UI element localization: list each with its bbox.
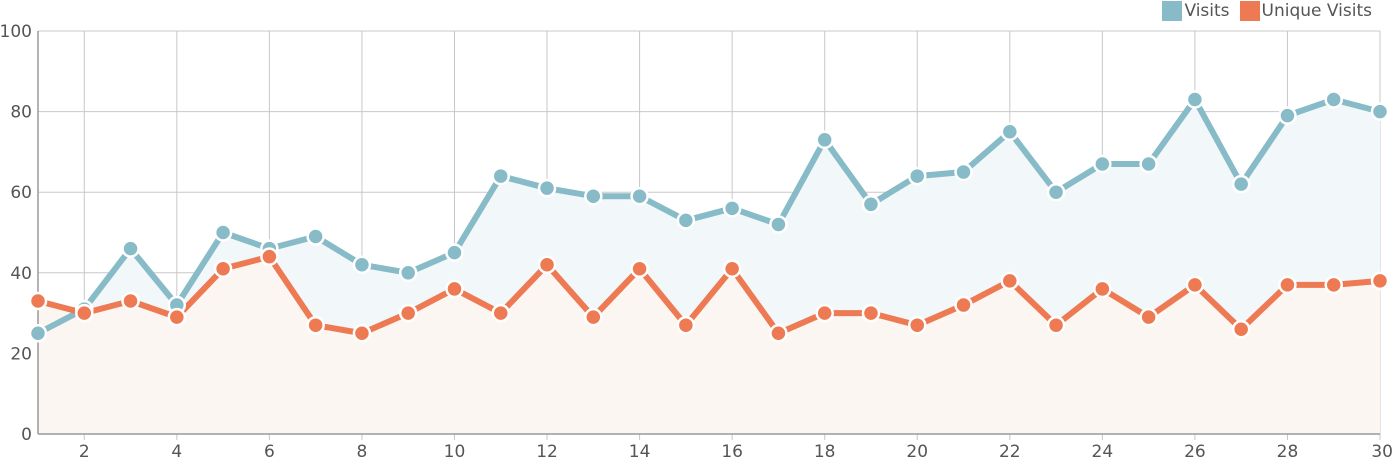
axes	[37, 31, 1380, 435]
x-tick-label: 14	[629, 442, 651, 462]
data-point-series-1[interactable]	[445, 279, 464, 299]
data-point-series-1[interactable]	[1093, 279, 1112, 299]
data-point-series-1[interactable]	[630, 259, 649, 279]
x-tick-label: 8	[357, 442, 368, 462]
data-point-series-0[interactable]	[861, 195, 881, 214]
x-tick-label: 10	[444, 442, 466, 462]
x-tick-label: 28	[1277, 442, 1299, 462]
legend-swatch-visits	[1162, 1, 1183, 21]
data-point-series-1[interactable]	[1000, 271, 1020, 291]
data-point-series-1[interactable]	[491, 303, 511, 323]
data-point-series-1[interactable]	[676, 315, 696, 335]
data-point-series-0[interactable]	[954, 162, 973, 182]
data-point-series-0[interactable]	[1231, 174, 1251, 194]
data-point-series-1[interactable]	[1324, 275, 1343, 295]
data-point-series-0[interactable]	[584, 186, 603, 206]
y-tick-label: 40	[10, 264, 32, 284]
x-tick-label: 20	[906, 442, 928, 462]
data-point-series-1[interactable]	[584, 307, 603, 327]
data-point-series-1[interactable]	[1370, 271, 1390, 291]
data-point-series-0[interactable]	[1324, 90, 1343, 109]
data-point-series-0[interactable]	[1093, 154, 1112, 174]
series-area-1	[38, 256, 1380, 434]
data-point-series-0[interactable]	[306, 227, 325, 246]
y-tick-label: 60	[10, 183, 32, 203]
data-point-series-0[interactable]	[769, 215, 788, 234]
data-point-series-0[interactable]	[676, 211, 696, 230]
y-tick-label: 80	[10, 103, 32, 123]
x-tick-label: 30	[1371, 442, 1393, 462]
legend: Visits Unique Visits	[1162, 0, 1372, 22]
data-point-series-1[interactable]	[954, 295, 973, 315]
y-tick-label: 20	[10, 344, 32, 364]
data-point-series-0[interactable]	[815, 130, 834, 150]
data-point-series-0[interactable]	[1185, 90, 1205, 109]
x-tick-label: 18	[814, 442, 836, 462]
x-tick-label: 6	[264, 442, 275, 462]
data-point-series-1[interactable]	[260, 247, 279, 266]
data-point-series-0[interactable]	[445, 243, 464, 262]
x-tick-label: 12	[536, 442, 558, 462]
data-point-series-1[interactable]	[537, 255, 557, 274]
x-tick-label: 16	[721, 442, 743, 462]
data-point-series-0[interactable]	[907, 166, 927, 186]
data-point-series-1[interactable]	[213, 259, 233, 279]
y-tick-label: 0	[21, 425, 32, 445]
data-point-series-1[interactable]	[907, 315, 927, 335]
data-point-series-1[interactable]	[1185, 275, 1205, 295]
data-points	[28, 90, 1390, 343]
x-tick-label: 26	[1184, 442, 1206, 462]
data-point-series-1[interactable]	[722, 259, 742, 279]
legend-label-unique-visits: Unique Visits	[1261, 1, 1372, 21]
data-point-series-1[interactable]	[815, 303, 834, 323]
data-point-series-1[interactable]	[75, 303, 94, 323]
x-tick-label: 22	[999, 442, 1021, 462]
data-point-series-1[interactable]	[1046, 315, 1066, 335]
x-tick-label: 4	[171, 442, 182, 462]
data-point-series-1[interactable]	[769, 324, 788, 343]
area-fills	[38, 99, 1380, 434]
y-tick-label: 100	[0, 22, 32, 42]
data-point-series-1[interactable]	[1231, 319, 1251, 339]
data-point-series-1[interactable]	[167, 307, 187, 327]
data-point-series-1[interactable]	[306, 315, 325, 335]
data-point-series-0[interactable]	[121, 239, 140, 258]
data-point-series-0[interactable]	[1370, 102, 1390, 121]
legend-item-unique-visits[interactable]: Unique Visits	[1239, 1, 1372, 21]
data-point-series-1[interactable]	[861, 303, 881, 323]
data-point-series-1[interactable]	[28, 291, 48, 311]
data-point-series-1[interactable]	[121, 291, 140, 311]
data-point-series-0[interactable]	[352, 255, 372, 274]
legend-swatch-unique-visits	[1239, 1, 1260, 21]
x-tick-label: 24	[1092, 442, 1114, 462]
legend-item-visits[interactable]: Visits	[1162, 1, 1230, 21]
data-point-series-1[interactable]	[398, 303, 418, 323]
data-point-series-0[interactable]	[537, 178, 557, 198]
data-point-series-0[interactable]	[1000, 122, 1020, 141]
data-point-series-0[interactable]	[630, 186, 649, 206]
x-tick-label: 2	[79, 442, 90, 462]
data-point-series-1[interactable]	[1278, 275, 1297, 295]
data-point-series-1[interactable]	[352, 324, 372, 343]
data-point-series-0[interactable]	[213, 223, 233, 242]
data-point-series-0[interactable]	[398, 263, 418, 283]
data-point-series-0[interactable]	[1139, 154, 1158, 174]
data-point-series-0[interactable]	[1278, 106, 1297, 125]
data-point-series-1[interactable]	[1139, 307, 1158, 327]
legend-label-visits: Visits	[1184, 1, 1230, 21]
data-point-series-0[interactable]	[1046, 182, 1066, 202]
data-point-series-0[interactable]	[28, 324, 48, 343]
data-point-series-0[interactable]	[722, 199, 742, 218]
data-point-series-0[interactable]	[491, 166, 511, 186]
